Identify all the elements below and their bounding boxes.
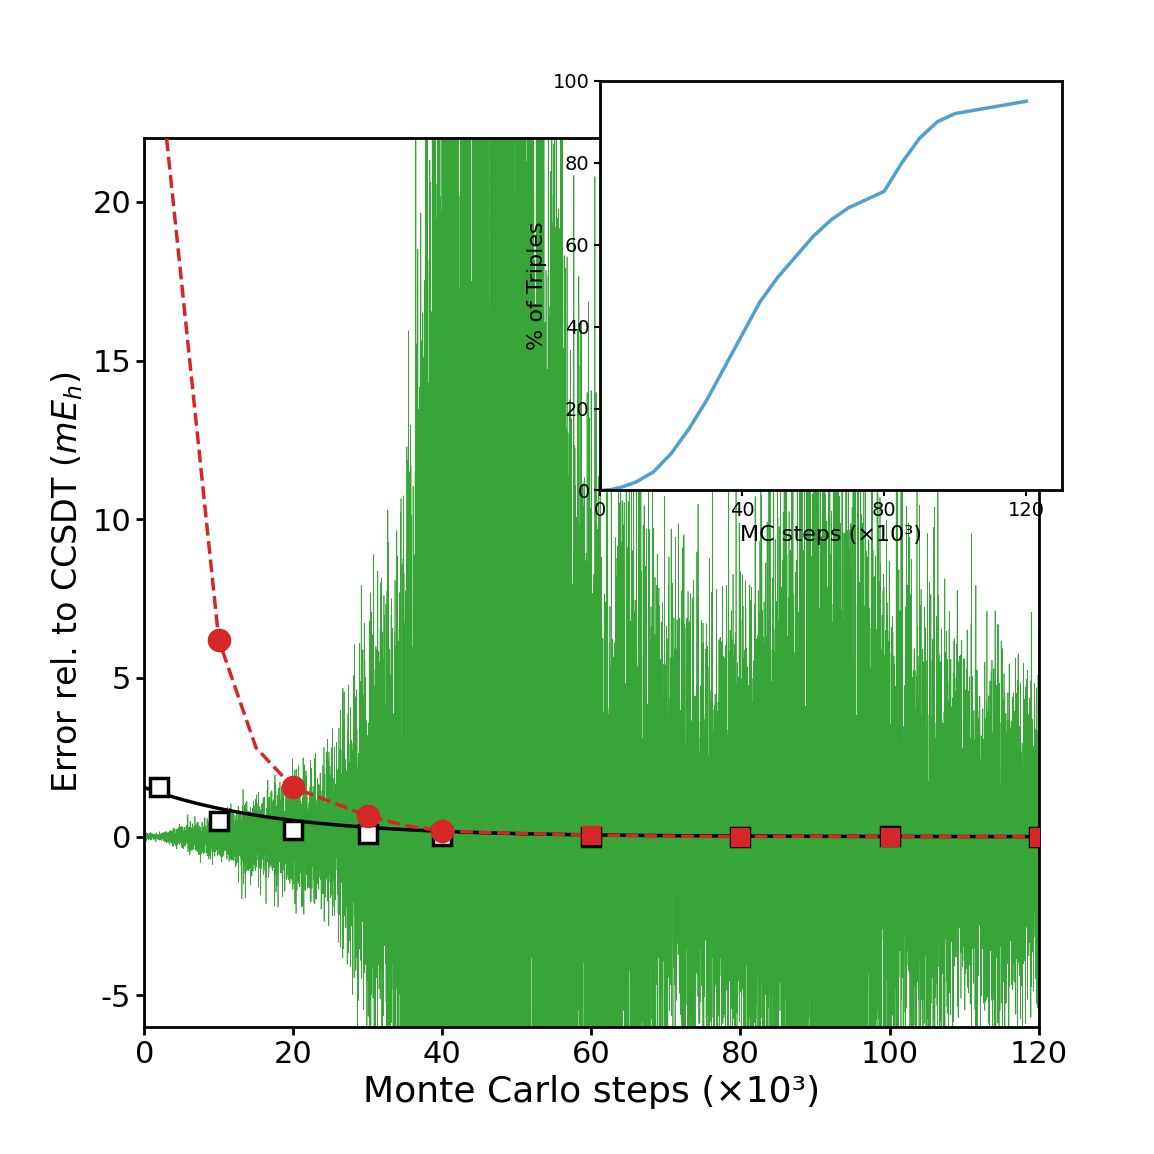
X-axis label: Monte Carlo steps (×10³): Monte Carlo steps (×10³)	[362, 1074, 820, 1109]
Y-axis label: % of Triples: % of Triples	[527, 222, 547, 350]
Y-axis label: Error rel. to CCSDT ($mE_h$): Error rel. to CCSDT ($mE_h$)	[50, 373, 85, 793]
X-axis label: MC steps (×10³): MC steps (×10³)	[740, 525, 922, 546]
